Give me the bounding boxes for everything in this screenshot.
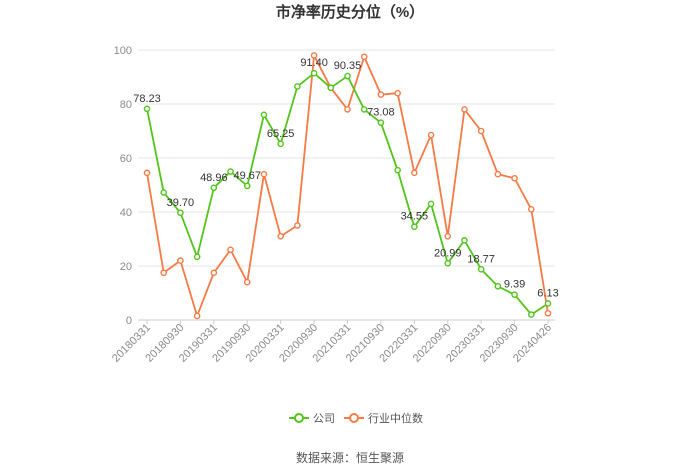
chart-title: 市净率历史分位（%） xyxy=(276,3,424,21)
data-label: 78.23 xyxy=(133,93,161,105)
data-point[interactable] xyxy=(411,169,418,177)
plot-area: 78.23 39.70 48.96 49.67 65.25 91.40 90.35 73.08… xyxy=(133,52,559,320)
data-point[interactable] xyxy=(461,106,468,113)
data-point[interactable] xyxy=(511,174,518,182)
data-label: 65.25 xyxy=(267,128,295,140)
data-point[interactable] xyxy=(377,91,385,98)
legend-marker xyxy=(294,413,304,423)
data-point[interactable] xyxy=(511,291,518,298)
series-company xyxy=(143,69,552,318)
data-point[interactable] xyxy=(427,131,435,139)
legend[interactable]: 公司 行业中位数 xyxy=(289,411,423,425)
y-tick-label: 60 xyxy=(120,153,132,165)
data-point[interactable] xyxy=(461,237,468,244)
series-industry-median xyxy=(143,52,552,320)
data-label: 49.67 xyxy=(233,170,261,182)
data-point[interactable] xyxy=(210,269,218,277)
data-point[interactable] xyxy=(193,253,201,261)
data-point[interactable] xyxy=(227,168,234,175)
data-point[interactable] xyxy=(360,106,368,113)
data-point[interactable] xyxy=(544,300,552,307)
y-tick-label: 80 xyxy=(120,99,132,111)
legend-marker xyxy=(349,413,359,423)
data-point[interactable] xyxy=(243,182,251,190)
legend-label: 公司 xyxy=(313,413,335,425)
data-point[interactable] xyxy=(260,111,268,119)
data-point[interactable] xyxy=(260,170,268,178)
data-point[interactable] xyxy=(277,232,284,240)
y-tick-label: 0 xyxy=(126,315,132,327)
data-label: 6.13 xyxy=(537,287,558,299)
data-label: 39.70 xyxy=(167,197,195,209)
data-point[interactable] xyxy=(243,278,251,286)
data-point[interactable] xyxy=(360,53,368,61)
y-tick-label: 100 xyxy=(114,45,132,57)
data-label: 18.77 xyxy=(467,253,495,265)
x-axis: 2018033120180930201903312019093020200331… xyxy=(110,320,554,365)
data-point[interactable] xyxy=(394,166,401,174)
data-point[interactable] xyxy=(210,184,218,192)
data-point[interactable] xyxy=(177,257,184,264)
data-point[interactable] xyxy=(544,309,552,317)
data-point[interactable] xyxy=(143,169,151,177)
data-point[interactable] xyxy=(494,282,502,290)
data-point[interactable] xyxy=(277,140,284,148)
data-point[interactable] xyxy=(411,223,418,231)
data-point[interactable] xyxy=(177,209,184,217)
data-source: 数据来源：恒生聚源 xyxy=(296,450,404,465)
data-point[interactable] xyxy=(294,83,301,90)
data-point[interactable] xyxy=(477,127,485,135)
data-label: 90.35 xyxy=(334,60,362,72)
y-tick-label: 20 xyxy=(120,261,132,273)
data-point[interactable] xyxy=(477,266,485,273)
data-point[interactable] xyxy=(294,222,301,229)
data-point[interactable] xyxy=(394,89,401,97)
data-point[interactable] xyxy=(327,84,335,92)
data-label: 34.55 xyxy=(401,211,429,223)
y-tick-label: 40 xyxy=(120,207,132,219)
data-point[interactable] xyxy=(444,232,452,240)
legend-label: 行业中位数 xyxy=(368,411,423,425)
data-label: 91.40 xyxy=(300,57,328,69)
data-point[interactable] xyxy=(227,246,234,254)
data-point[interactable] xyxy=(377,119,385,126)
data-label: 9.39 xyxy=(504,279,525,291)
data-point[interactable] xyxy=(344,106,351,113)
data-point[interactable] xyxy=(143,105,151,113)
data-label: 73.08 xyxy=(367,107,395,119)
data-point[interactable] xyxy=(527,311,535,318)
data-point[interactable] xyxy=(160,269,168,277)
data-point[interactable] xyxy=(310,52,318,59)
data-point[interactable] xyxy=(160,189,168,196)
data-point[interactable] xyxy=(310,69,318,77)
data-label: 20.99 xyxy=(434,247,462,259)
data-point[interactable] xyxy=(344,72,351,80)
data-labels: 78.23 39.70 48.96 49.67 65.25 91.40 90.35 73.08… xyxy=(133,57,558,299)
legend-item-industry-median[interactable]: 行业中位数 xyxy=(344,411,423,425)
data-label: 48.96 xyxy=(200,172,228,184)
data-point[interactable] xyxy=(193,312,201,320)
data-point[interactable] xyxy=(427,200,435,208)
data-point[interactable] xyxy=(527,205,535,213)
data-point[interactable] xyxy=(444,260,452,267)
legend-item-company[interactable]: 公司 xyxy=(289,413,335,425)
data-point[interactable] xyxy=(494,170,502,178)
y-axis: 0 20 40 60 80 100 xyxy=(114,45,132,327)
